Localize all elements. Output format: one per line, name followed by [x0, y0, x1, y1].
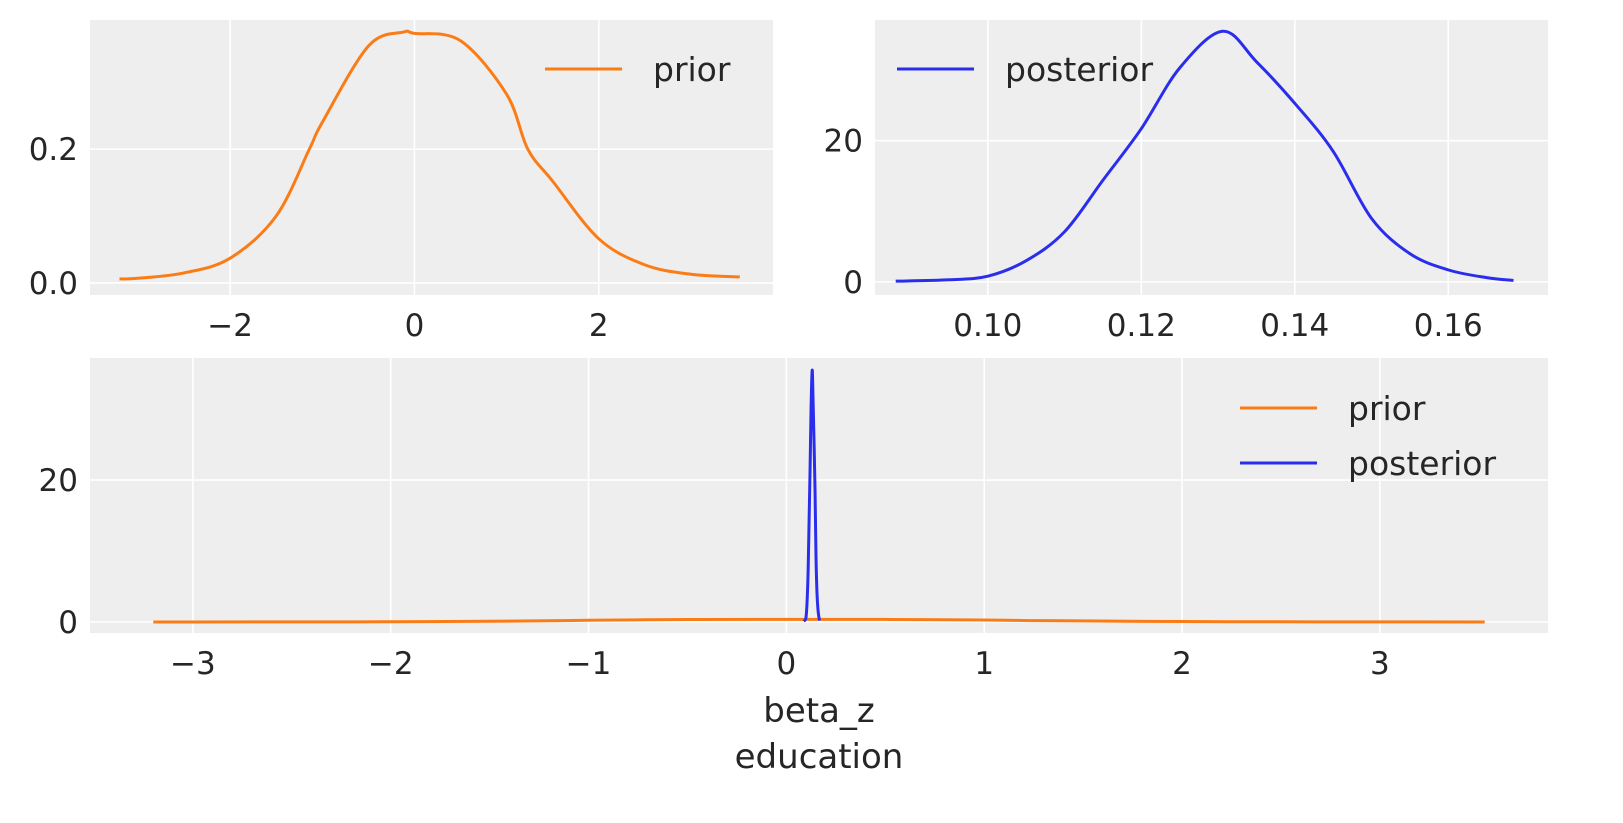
legend-label-posterior: posterior	[1348, 444, 1496, 483]
x-tick-label: 2	[1172, 646, 1192, 682]
x-axis-label-line2: education	[735, 737, 904, 777]
x-tick-label: 0.10	[953, 308, 1022, 344]
x-tick-label: 1	[974, 646, 994, 682]
plot-area	[875, 20, 1548, 295]
series-line-posterior	[802, 368, 822, 623]
y-tick-label: 0	[843, 265, 863, 301]
x-tick-label: 3	[1370, 646, 1390, 682]
panel-comparison: −3 −2 −1 0 1 2 3 0 20 prior posterior	[39, 358, 1548, 682]
x-tick-label: 0.16	[1414, 308, 1483, 344]
y-tick-label: 0.2	[29, 132, 78, 168]
panel-posterior: 0.10 0.12 0.14 0.16 0 20 posterior	[824, 20, 1548, 344]
x-tick-label: 2	[589, 308, 609, 344]
series-line-posterior	[895, 29, 1514, 283]
x-tick-label: −2	[368, 646, 414, 682]
x-tick-label: 0	[776, 646, 796, 682]
x-tick-label: −2	[207, 308, 253, 344]
legend-label-prior: prior	[1348, 389, 1426, 428]
y-tick-label: 20	[39, 463, 78, 499]
plot-area	[90, 358, 1548, 633]
x-tick-label: 0.12	[1107, 308, 1176, 344]
y-tick-label: 20	[824, 124, 863, 160]
x-tick-label: 0.14	[1260, 308, 1329, 344]
legend-label-posterior: posterior	[1005, 50, 1153, 89]
y-tick-label: 0	[58, 605, 78, 641]
series-line-prior	[153, 617, 1485, 624]
legend-label-prior: prior	[653, 50, 731, 89]
plot-area	[90, 20, 773, 295]
x-tick-label: 0	[405, 308, 425, 344]
x-tick-label: −3	[170, 646, 216, 682]
x-tick-label: −1	[566, 646, 612, 682]
series-line-prior	[119, 29, 740, 281]
x-axis-label-line1: beta_z	[763, 691, 875, 731]
panel-prior: −2 0 2 0.0 0.2 prior	[29, 20, 773, 344]
y-tick-label: 0.0	[29, 266, 78, 302]
